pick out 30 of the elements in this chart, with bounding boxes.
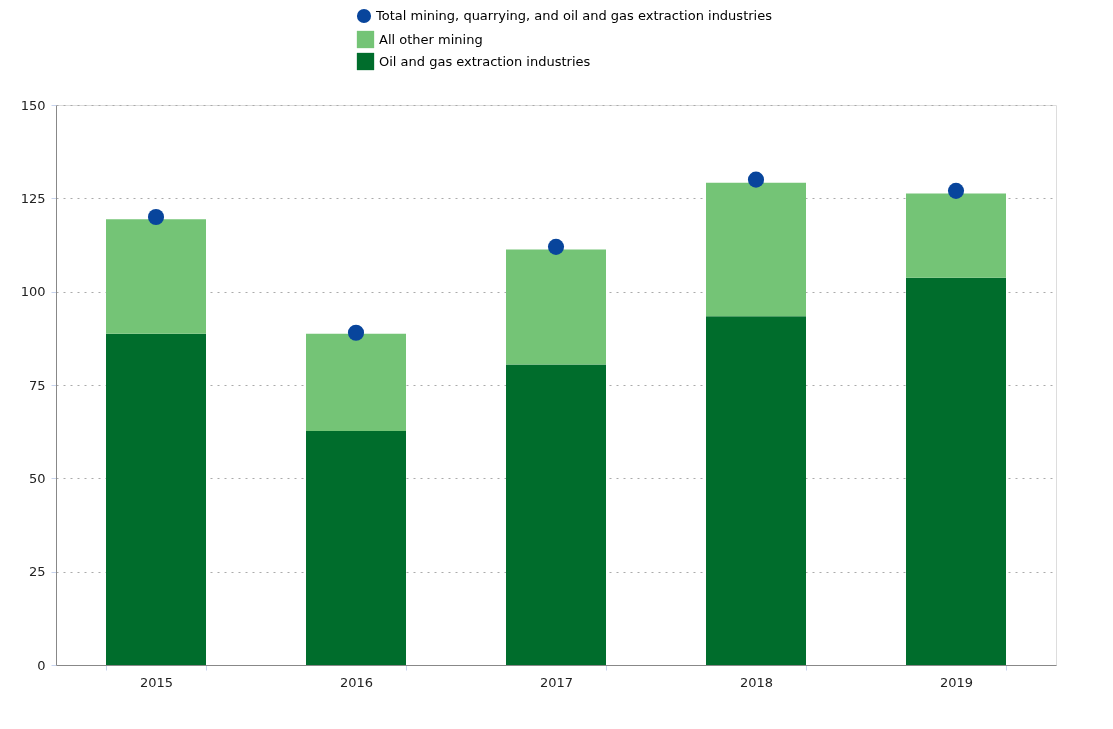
bar <box>506 364 606 665</box>
bar <box>106 219 206 334</box>
y-tick-label: 0 <box>37 657 46 673</box>
y-tick-label: 50 <box>28 470 46 486</box>
y-tick-label: 150 <box>20 97 46 113</box>
y-tick-label: 75 <box>28 377 46 393</box>
y-tick-label: 25 <box>28 564 46 580</box>
point <box>747 171 765 188</box>
point <box>147 208 165 226</box>
legend-label: Total mining, quarrying, and oil and gas extraction industries <box>375 8 773 23</box>
bar <box>306 430 406 665</box>
legend-label: All other mining <box>379 31 483 47</box>
point <box>947 182 965 199</box>
point <box>347 324 365 341</box>
point <box>547 238 565 255</box>
x-tick-label: 2017 <box>539 674 574 690</box>
legend-label: Oil and gas extraction industries <box>379 53 591 69</box>
bar <box>706 182 806 317</box>
y-tick-label: 125 <box>20 190 46 206</box>
bar <box>506 249 606 365</box>
bar <box>106 333 206 665</box>
x-tick-label: 2018 <box>739 674 774 690</box>
x-tick-label: 2016 <box>339 674 374 690</box>
bar <box>906 193 1006 278</box>
x-tick-label: 2019 <box>939 674 974 690</box>
bar <box>906 277 1006 665</box>
bar <box>306 333 406 431</box>
bar <box>706 316 806 665</box>
x-tick-label: 2015 <box>139 674 174 690</box>
y-tick-label: 100 <box>20 284 46 300</box>
